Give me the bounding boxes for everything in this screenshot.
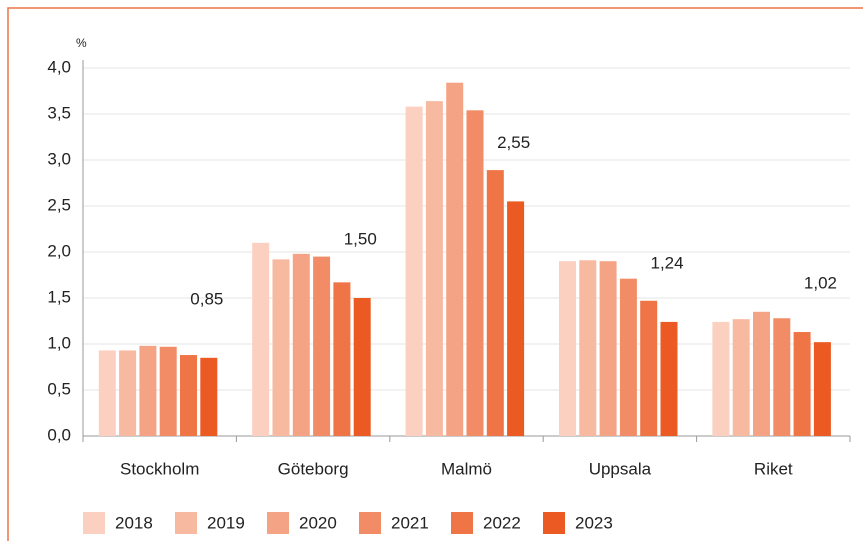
bar	[599, 261, 617, 436]
y-tick-label: 4,0	[47, 57, 71, 76]
x-tick-label: Göteborg	[278, 459, 349, 478]
bar	[405, 106, 423, 436]
y-axis-label: %	[76, 36, 87, 50]
y-tick-label: 1,0	[47, 333, 71, 352]
bar	[486, 170, 504, 436]
data-label: 1,24	[651, 253, 684, 272]
bar	[619, 278, 637, 436]
frame	[7, 7, 863, 541]
y-tick-label: 0,5	[47, 379, 71, 398]
bar	[712, 321, 730, 436]
legend-swatch	[359, 512, 381, 534]
bar	[793, 332, 811, 436]
bar	[313, 256, 331, 436]
data-label: 1,02	[804, 274, 837, 293]
bar	[579, 260, 597, 436]
y-tick-label: 1,5	[47, 287, 71, 306]
legend-swatch	[543, 512, 565, 534]
x-tick-label: Malmö	[441, 459, 492, 478]
legend-label: 2020	[299, 513, 337, 532]
bar	[272, 259, 290, 436]
bar	[753, 311, 770, 436]
bar	[159, 346, 177, 436]
x-tick-label: Riket	[754, 459, 793, 478]
bar	[813, 342, 831, 436]
data-label: 0,85	[190, 289, 223, 308]
legend-swatch	[175, 512, 197, 534]
bar	[507, 201, 525, 436]
x-tick-label: Stockholm	[120, 459, 199, 478]
y-tick-label: 3,5	[47, 103, 71, 122]
legend-label: 2021	[391, 513, 429, 532]
bar	[640, 300, 658, 436]
bar	[353, 298, 371, 436]
x-tick-label: Uppsala	[589, 459, 652, 478]
bar	[660, 321, 678, 436]
y-tick-label: 3,0	[47, 149, 71, 168]
bar	[333, 282, 351, 436]
legend-label: 2023	[575, 513, 613, 532]
bar	[180, 355, 197, 436]
bar	[252, 242, 270, 436]
legend-swatch	[83, 512, 105, 534]
legend-label: 2019	[207, 513, 245, 532]
legend-swatch	[267, 512, 289, 534]
data-label: 1,50	[344, 229, 377, 248]
data-label: 2,55	[497, 133, 530, 152]
legend-label: 2018	[115, 513, 153, 532]
bar	[732, 319, 750, 436]
bar	[292, 253, 310, 436]
y-tick-label: 0,0	[47, 425, 71, 444]
legend-label: 2022	[483, 513, 521, 532]
bar	[773, 318, 791, 436]
bar	[98, 350, 116, 436]
bar	[425, 101, 443, 437]
bar	[466, 110, 484, 436]
y-tick-label: 2,0	[47, 241, 71, 260]
bar	[446, 82, 464, 436]
bar	[559, 261, 576, 436]
legend-swatch	[451, 512, 473, 534]
y-tick-label: 2,5	[47, 195, 71, 214]
bar	[119, 350, 137, 436]
bar	[139, 345, 157, 436]
bar	[200, 357, 218, 436]
